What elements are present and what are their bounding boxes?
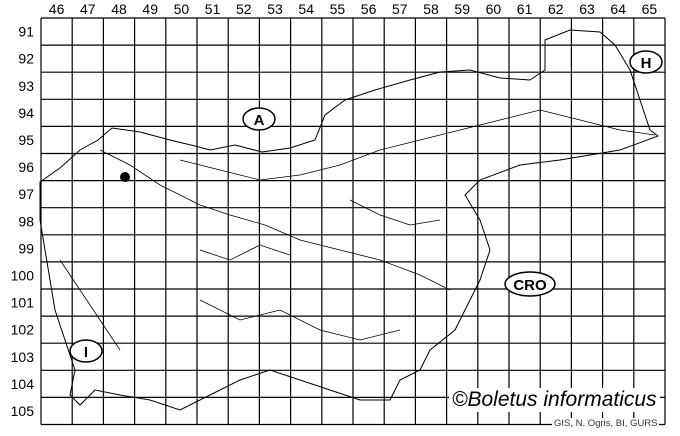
- column-label: 52: [236, 1, 252, 17]
- column-label: 49: [142, 1, 158, 17]
- row-label: 101: [11, 295, 35, 311]
- row-label: 96: [18, 159, 34, 175]
- row-label: 104: [11, 376, 35, 392]
- row-label: 103: [11, 349, 35, 365]
- column-label: 53: [267, 1, 283, 17]
- svg-text:CRO: CRO: [513, 277, 547, 294]
- column-label: 59: [454, 1, 470, 17]
- column-label: 51: [205, 1, 221, 17]
- record-dots: [120, 172, 130, 182]
- column-label: 56: [361, 1, 377, 17]
- country-border: [39, 29, 660, 411]
- label-austria: A: [242, 107, 276, 131]
- row-label: 91: [18, 24, 34, 40]
- svg-text:A: A: [254, 112, 265, 129]
- row-label: 100: [11, 267, 35, 283]
- column-label: 55: [330, 1, 346, 17]
- grid: [40, 17, 666, 426]
- record-dot: [120, 172, 130, 182]
- source-text: GIS, N. Ogris, BI, GURS: [552, 418, 660, 429]
- credit-text: ©Boletus informaticus: [449, 388, 660, 412]
- row-label: 102: [11, 322, 35, 338]
- label-hungary: H: [629, 50, 663, 74]
- column-label: 48: [111, 1, 127, 17]
- row-label: 95: [18, 132, 34, 148]
- column-labels: 46 47 48 49 50 51 52 53 54 55 56 57 58 59 60 61 62 63 64 65: [49, 1, 658, 17]
- column-label: 46: [49, 1, 65, 17]
- river: [59, 109, 656, 351]
- label-croatia: CRO: [504, 271, 556, 297]
- row-label: 92: [18, 51, 34, 67]
- label-italy: I: [69, 339, 103, 363]
- row-label: 98: [18, 213, 34, 229]
- column-label: 61: [517, 1, 533, 17]
- column-label: 63: [579, 1, 595, 17]
- column-label: 54: [298, 1, 314, 17]
- row-label: 97: [18, 186, 34, 202]
- row-label: 93: [18, 78, 34, 94]
- column-label: 50: [174, 1, 190, 17]
- svg-text:I: I: [84, 344, 88, 361]
- row-label: 105: [11, 403, 35, 419]
- column-label: 60: [486, 1, 502, 17]
- column-label: 64: [610, 1, 626, 17]
- column-label: 62: [548, 1, 564, 17]
- row-label: 94: [18, 105, 34, 121]
- column-label: 58: [423, 1, 439, 17]
- column-label: 65: [642, 1, 658, 17]
- svg-text:H: H: [641, 55, 652, 72]
- column-label: 47: [80, 1, 96, 17]
- row-labels: 91 92 93 94 95 96 97 98 99 100 101 102 103 104 105: [11, 24, 35, 419]
- column-label: 57: [392, 1, 408, 17]
- row-label: 99: [18, 240, 34, 256]
